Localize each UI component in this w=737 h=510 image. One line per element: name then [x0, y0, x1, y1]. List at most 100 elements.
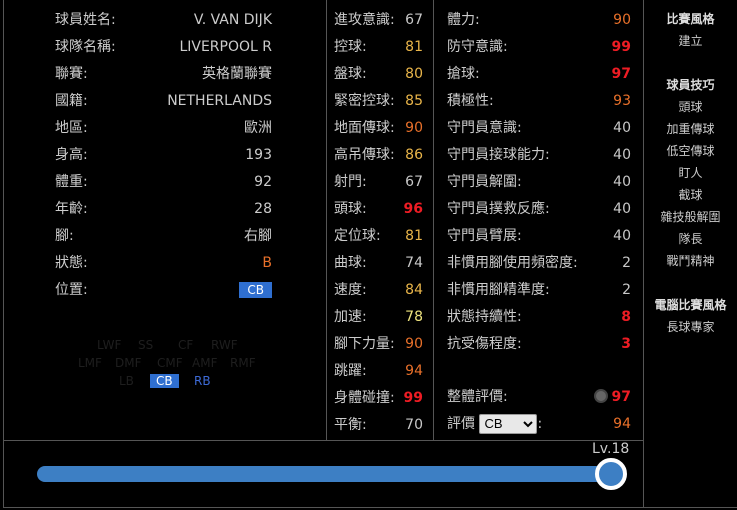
info-row: 位置: CB — [55, 277, 272, 304]
stat-value: 96 — [403, 201, 423, 217]
skill-item: 隊長 — [678, 232, 703, 246]
divider — [3, 507, 737, 508]
stat-value: 97 — [611, 66, 631, 82]
stat-label: 腳下力量: — [334, 336, 395, 352]
info-value: 英格蘭聯賽 — [202, 66, 272, 82]
stat-row: 狀態持續性: 8 — [447, 304, 631, 331]
stat-value: 85 — [405, 93, 423, 109]
stat-label: 平衡: — [334, 417, 367, 433]
level-slider[interactable] — [37, 466, 617, 482]
rating-label: 評價 — [447, 416, 475, 432]
info-value: V. VAN DIJK — [193, 12, 272, 28]
skill-item: 盯人 — [678, 166, 703, 180]
info-label: 身高: — [55, 147, 88, 163]
info-value: LIVERPOOL R — [179, 39, 272, 55]
divider — [326, 0, 327, 440]
position-rmf: RMF — [230, 356, 256, 370]
info-value: 92 — [254, 174, 272, 190]
play-style-heading: 比賽風格 — [666, 12, 715, 26]
stat-label: 非慣用腳使用頻密度: — [447, 255, 578, 271]
stat-row: 防守意識: 99 — [447, 34, 631, 61]
stat-row: 速度: 84 — [334, 277, 423, 304]
info-row: 聯賽: 英格蘭聯賽 — [55, 61, 272, 88]
stat-label: 高吊傳球: — [334, 147, 395, 163]
position-rwf: RWF — [211, 338, 238, 352]
stat-label: 地面傳球: — [334, 120, 395, 136]
rating-value: 94 — [613, 416, 631, 432]
stat-label: 體力: — [447, 12, 480, 28]
stat-row: 射門: 67 — [334, 169, 423, 196]
stat-row: 搶球: 97 — [447, 61, 631, 88]
info-value: 歐洲 — [244, 120, 272, 136]
skill-item: 戰鬥精神 — [666, 254, 715, 268]
stat-row: 盤球: 80 — [334, 61, 423, 88]
stat-row: 守門員接球能力: 40 — [447, 142, 631, 169]
ai-style-heading: 電腦比賽風格 — [654, 298, 727, 312]
info-row: 國籍: NETHERLANDS — [55, 88, 272, 115]
stat-row: 腳下力量: 90 — [334, 331, 423, 358]
stat-value: 70 — [405, 417, 423, 433]
stat-row: 加速: 78 — [334, 304, 423, 331]
position-cmf: CMF — [157, 356, 183, 370]
border — [3, 0, 4, 507]
info-label: 位置: — [55, 282, 88, 298]
stat-row: 平衡: 70 — [334, 412, 423, 439]
stat-label: 搶球: — [447, 66, 480, 82]
position-ss: SS — [138, 338, 154, 352]
stat-label: 身體碰撞: — [334, 390, 395, 406]
level-slider-handle[interactable] — [595, 458, 627, 490]
stat-value: 99 — [611, 39, 631, 55]
stat-value: 40 — [613, 174, 631, 190]
level-label: Lv.18 — [592, 441, 630, 457]
info-label: 球員姓名: — [55, 12, 116, 28]
ai-style: 長球專家 — [666, 320, 715, 334]
stat-label: 守門員意識: — [447, 120, 522, 136]
info-label: 年齡: — [55, 201, 88, 217]
stat-row: 體力: 90 — [447, 7, 631, 34]
position-rating: 評價 CB: 94 — [447, 411, 631, 438]
stat-row: 頭球: 96 — [334, 196, 423, 223]
overall-label: 整體評價: — [447, 389, 508, 405]
stat-row: 地面傳球: 90 — [334, 115, 423, 142]
stat-row: 進攻意識: 67 — [334, 7, 423, 34]
stat-value: 81 — [405, 39, 423, 55]
skill-item: 低空傳球 — [666, 144, 715, 158]
stat-label: 緊密控球: — [334, 93, 395, 109]
stat-value: 90 — [405, 120, 423, 136]
stat-row: 守門員臂展: 40 — [447, 223, 631, 250]
stat-row: 控球: 81 — [334, 34, 423, 61]
stat-row: 高吊傳球: 86 — [334, 142, 423, 169]
stat-label: 防守意識: — [447, 39, 508, 55]
stat-value: 67 — [405, 174, 423, 190]
skill-item: 頭球 — [678, 100, 703, 114]
position-amf: AMF — [192, 356, 218, 370]
stat-label: 守門員撲救反應: — [447, 201, 550, 217]
position-select[interactable]: CB — [479, 413, 538, 434]
stat-label: 守門員接球能力: — [447, 147, 550, 163]
stat-value: 80 — [405, 66, 423, 82]
info-label: 腳: — [55, 228, 74, 244]
position-badge: CB — [239, 282, 272, 298]
stat-row: 守門員意識: 40 — [447, 115, 631, 142]
stat-label: 射門: — [334, 174, 367, 190]
info-row: 狀態: B — [55, 250, 272, 277]
position-cb: CB — [150, 374, 179, 388]
stat-label: 頭球: — [334, 201, 367, 217]
stat-label: 速度: — [334, 282, 367, 298]
divider — [3, 440, 644, 441]
stat-value: 2 — [622, 282, 631, 298]
overall-value: 97 — [593, 384, 631, 411]
stat-row: 抗受傷程度: 3 — [447, 331, 631, 358]
stat-label: 抗受傷程度: — [447, 336, 522, 352]
position-cf: CF — [178, 338, 194, 352]
stat-value: 67 — [405, 12, 423, 28]
stat-label: 進攻意識: — [334, 12, 395, 28]
stat-value: 93 — [613, 93, 631, 109]
info-row: 年齡: 28 — [55, 196, 272, 223]
info-row: 身高: 193 — [55, 142, 272, 169]
stat-label: 定位球: — [334, 228, 381, 244]
stat-value: 99 — [403, 390, 423, 406]
stat-label: 狀態持續性: — [447, 309, 522, 325]
info-value: NETHERLANDS — [167, 93, 272, 109]
info-label: 地區: — [55, 120, 88, 136]
